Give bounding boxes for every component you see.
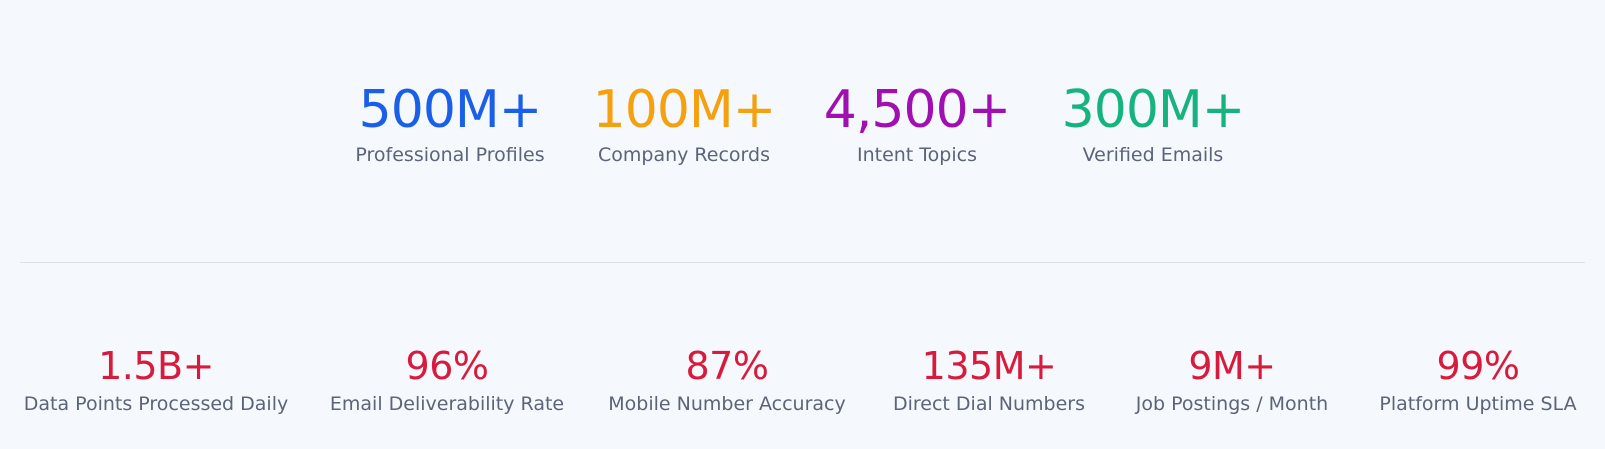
- stat-value: 4,500+: [823, 80, 1011, 140]
- stat: 100M+ Company Records: [592, 80, 777, 168]
- stat: 500M+ Professional Profiles: [355, 80, 544, 168]
- stat-label: Job Postings / Month: [1135, 393, 1329, 415]
- stat: 300M+ Verified Emails: [1061, 80, 1246, 168]
- stat-label: Company Records: [598, 144, 770, 166]
- stat: 96% Email Deliverability Rate: [330, 344, 564, 417]
- stat: 4,500+ Intent Topics: [823, 80, 1011, 168]
- stat-value: 87%: [685, 344, 769, 388]
- stat-value: 500M+: [358, 80, 543, 140]
- stat-label: Direct Dial Numbers: [892, 393, 1086, 415]
- stat-label: Platform Uptime SLA: [1379, 393, 1577, 415]
- stat-value: 300M+: [1061, 80, 1246, 140]
- stat-value: 9M+: [1188, 344, 1276, 388]
- stat-label: Mobile Number Accuracy: [608, 393, 846, 415]
- stat-label: Intent Topics: [856, 144, 977, 166]
- stat-label: Email Deliverability Rate: [329, 393, 565, 415]
- stat: 9M+ Job Postings / Month: [1136, 344, 1328, 417]
- stat-label: Data Points Processed Daily: [23, 393, 289, 415]
- stat: 135M+ Direct Dial Numbers: [893, 344, 1085, 417]
- divider: [20, 262, 1585, 263]
- stat: 1.5B+ Data Points Processed Daily: [24, 344, 288, 417]
- stat: 87% Mobile Number Accuracy: [608, 344, 845, 417]
- stat-value: 99%: [1436, 344, 1520, 388]
- stat-value: 135M+: [921, 344, 1057, 388]
- stat-value: 96%: [405, 344, 489, 388]
- stat-value: 100M+: [592, 80, 777, 140]
- stat-value: 1.5B+: [98, 344, 214, 388]
- stat-label: Professional Profiles: [355, 144, 545, 166]
- stat: 99% Platform Uptime SLA: [1379, 344, 1576, 417]
- stat-label: Verified Emails: [1082, 144, 1224, 166]
